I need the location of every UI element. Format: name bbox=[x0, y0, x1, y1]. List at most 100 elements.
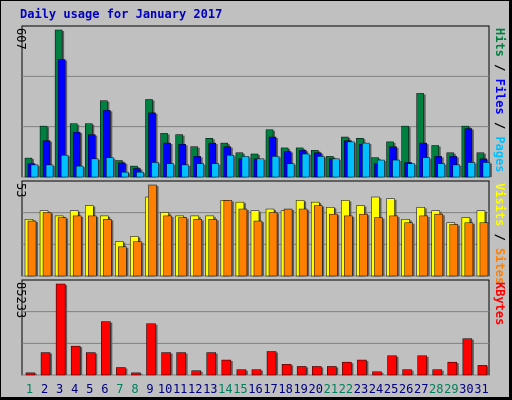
bar-pages-day-17 bbox=[271, 156, 280, 178]
x-tick-day-25: 25 bbox=[384, 382, 398, 396]
bar-kbytes-day-15 bbox=[236, 369, 247, 376]
side-label-pages: Pages bbox=[493, 136, 507, 172]
x-tick-day-27: 27 bbox=[414, 382, 428, 396]
x-tick-day-4: 4 bbox=[71, 382, 78, 396]
x-tick-day-3: 3 bbox=[56, 382, 63, 396]
panel-1-side-label: Visits / Sites bbox=[493, 183, 507, 284]
bar-kbytes-day-1 bbox=[25, 372, 36, 376]
bar-sites-day-3 bbox=[57, 217, 67, 277]
bar-kbytes-day-20 bbox=[311, 366, 322, 376]
bar-pages-day-1 bbox=[30, 164, 39, 178]
bar-sites-day-18 bbox=[283, 208, 293, 277]
side-label-files: Files bbox=[493, 79, 507, 115]
bar-kbytes-day-24 bbox=[372, 371, 382, 376]
bar-sites-day-20 bbox=[313, 205, 323, 277]
bar-pages-day-11 bbox=[181, 164, 189, 178]
bar-sites-day-28 bbox=[434, 213, 443, 277]
side-label-hits: Hits bbox=[493, 28, 507, 57]
bar-sites-day-11 bbox=[178, 217, 187, 277]
x-tick-day-9: 9 bbox=[146, 382, 153, 396]
x-tick-day-23: 23 bbox=[354, 382, 368, 396]
bar-kbytes-day-16 bbox=[251, 369, 262, 376]
bar-kbytes-day-10 bbox=[161, 352, 171, 376]
x-tick-day-1: 1 bbox=[26, 382, 33, 396]
bar-pages-day-19 bbox=[301, 153, 310, 178]
x-tick-day-12: 12 bbox=[188, 382, 202, 396]
bar-pages-day-9 bbox=[151, 162, 159, 178]
bar-sites-day-1 bbox=[27, 220, 37, 277]
x-tick-day-26: 26 bbox=[399, 382, 413, 396]
side-label-sites: Sites bbox=[493, 248, 507, 284]
bar-sites-day-23 bbox=[359, 213, 368, 277]
bar-kbytes-day-8 bbox=[131, 372, 141, 376]
bar-pages-day-4 bbox=[75, 165, 84, 178]
panel-0-ymax-label: 607 bbox=[14, 28, 28, 50]
bar-kbytes-day-12 bbox=[191, 370, 201, 376]
bar-sites-day-24 bbox=[374, 217, 383, 277]
x-tick-day-13: 13 bbox=[203, 382, 217, 396]
bar-pages-day-5 bbox=[91, 158, 99, 178]
bar-pages-day-25 bbox=[392, 159, 400, 178]
bar-sites-day-7 bbox=[118, 246, 127, 277]
bar-pages-day-2 bbox=[45, 164, 54, 178]
bar-sites-day-22 bbox=[344, 215, 353, 277]
x-tick-day-29: 29 bbox=[444, 382, 458, 396]
bar-sites-day-25 bbox=[389, 215, 398, 277]
bar-kbytes-day-14 bbox=[221, 359, 232, 376]
bar-kbytes-day-2 bbox=[40, 352, 51, 376]
x-tick-day-10: 10 bbox=[158, 382, 172, 396]
bar-kbytes-day-27 bbox=[417, 355, 427, 376]
bar-pages-day-7 bbox=[121, 171, 129, 178]
bar-kbytes-day-11 bbox=[176, 352, 186, 376]
x-tick-day-21: 21 bbox=[324, 382, 338, 396]
bar-pages-day-30 bbox=[467, 162, 476, 178]
bar-sites-day-16 bbox=[253, 220, 263, 277]
bar-kbytes-day-9 bbox=[146, 323, 156, 376]
bar-kbytes-day-19 bbox=[296, 366, 307, 376]
panel-2-area bbox=[21, 279, 490, 376]
bar-pages-day-12 bbox=[196, 163, 204, 178]
x-tick-day-31: 31 bbox=[474, 382, 488, 396]
bar-pages-day-31 bbox=[482, 162, 491, 178]
bar-sites-day-19 bbox=[298, 208, 308, 277]
bar-kbytes-day-23 bbox=[357, 359, 367, 376]
bar-sites-day-8 bbox=[133, 241, 142, 277]
x-tick-day-17: 17 bbox=[263, 382, 277, 396]
x-tick-day-16: 16 bbox=[248, 382, 262, 396]
bar-pages-day-6 bbox=[106, 157, 114, 178]
bar-sites-day-4 bbox=[72, 215, 82, 277]
bar-sites-day-5 bbox=[88, 215, 97, 277]
x-tick-day-14: 14 bbox=[218, 382, 232, 396]
bar-kbytes-day-25 bbox=[387, 355, 397, 376]
bar-kbytes-day-17 bbox=[266, 351, 277, 376]
panel-2-ymax-label: 85233 bbox=[14, 282, 28, 318]
bar-pages-day-21 bbox=[332, 158, 340, 178]
bar-kbytes-day-4 bbox=[70, 345, 81, 376]
x-tick-day-24: 24 bbox=[369, 382, 383, 396]
bar-pages-day-8 bbox=[136, 171, 144, 178]
bar-sites-day-17 bbox=[268, 212, 278, 277]
x-tick-day-11: 11 bbox=[173, 382, 187, 396]
bar-kbytes-day-13 bbox=[206, 352, 217, 376]
bar-pages-day-23 bbox=[362, 142, 370, 178]
bar-sites-day-6 bbox=[103, 219, 112, 277]
bar-sites-day-30 bbox=[464, 222, 474, 277]
bar-sites-day-9 bbox=[148, 184, 157, 277]
bar-pages-day-10 bbox=[166, 163, 174, 178]
x-tick-day-15: 15 bbox=[233, 382, 247, 396]
bar-kbytes-day-28 bbox=[432, 369, 442, 376]
panel-0-side-label: Hits / Files / Pages bbox=[493, 28, 507, 173]
bar-kbytes-day-29 bbox=[447, 361, 458, 376]
bar-sites-day-21 bbox=[329, 213, 338, 277]
bar-pages-day-22 bbox=[347, 141, 355, 178]
bar-pages-day-27 bbox=[422, 157, 430, 178]
bar-kbytes-day-3 bbox=[55, 283, 66, 376]
bar-sites-day-15 bbox=[238, 208, 248, 277]
bar-pages-day-28 bbox=[437, 163, 445, 178]
panel-0-area bbox=[21, 25, 490, 178]
x-tick-day-6: 6 bbox=[101, 382, 108, 396]
bar-pages-day-13 bbox=[211, 163, 220, 178]
bar-sites-day-12 bbox=[193, 219, 202, 277]
side-label-visits: Visits bbox=[493, 183, 507, 226]
